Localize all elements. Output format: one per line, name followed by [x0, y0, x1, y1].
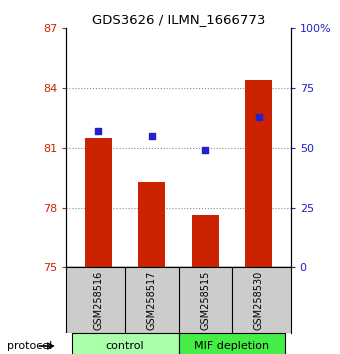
Text: GSM258515: GSM258515: [200, 270, 210, 330]
Bar: [138, 182, 165, 267]
Point: [96, 128, 101, 134]
Point: [256, 114, 261, 120]
Title: GDS3626 / ILMN_1666773: GDS3626 / ILMN_1666773: [92, 13, 265, 26]
Bar: [245, 80, 272, 267]
Text: GSM258517: GSM258517: [147, 270, 157, 330]
Bar: [192, 216, 219, 267]
Text: MIF depletion: MIF depletion: [194, 341, 270, 351]
Text: GSM258530: GSM258530: [254, 270, 264, 330]
Text: control: control: [106, 341, 144, 351]
Bar: [72, 333, 178, 354]
Text: protocol: protocol: [7, 341, 52, 351]
Bar: [85, 138, 112, 267]
Point: [149, 133, 154, 139]
Bar: [178, 333, 285, 354]
Text: GSM258516: GSM258516: [94, 270, 103, 330]
Point: [203, 147, 208, 153]
